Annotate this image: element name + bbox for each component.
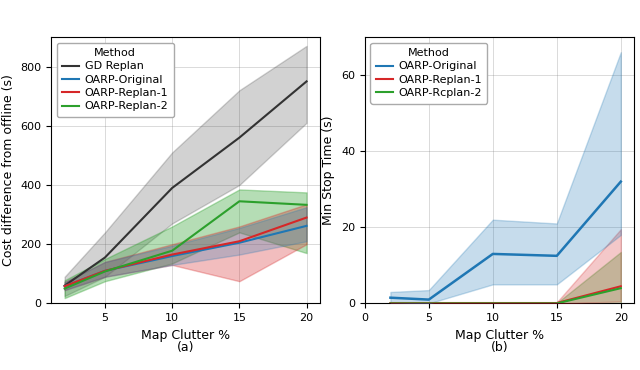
Y-axis label: Min Stop Time (s): Min Stop Time (s) — [323, 115, 335, 225]
Y-axis label: Cost difference from offline (s): Cost difference from offline (s) — [2, 74, 15, 266]
Legend: OARP-Original, OARP-Replan-1, OARP-Rcplan-2: OARP-Original, OARP-Replan-1, OARP-Rcpla… — [371, 43, 487, 104]
Legend: GD Replan, OARP-Original, OARP-Replan-1, OARP-Replan-2: GD Replan, OARP-Original, OARP-Replan-1,… — [57, 43, 174, 117]
Text: (b): (b) — [490, 341, 508, 354]
Text: (a): (a) — [177, 341, 195, 354]
X-axis label: Map Clutter %: Map Clutter % — [141, 329, 230, 342]
X-axis label: Map Clutter %: Map Clutter % — [454, 329, 544, 342]
